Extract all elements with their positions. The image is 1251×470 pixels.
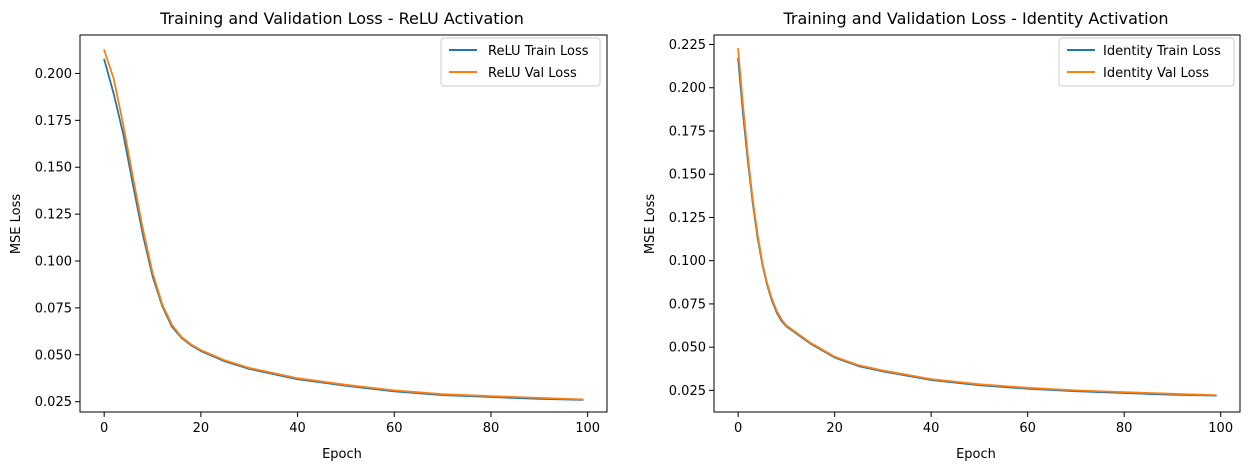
y-tick-label: 0.025 xyxy=(669,384,706,399)
y-tick-label: 0.200 xyxy=(35,67,72,82)
x-tick-label: 80 xyxy=(483,421,500,436)
y-tick-label: 0.225 xyxy=(669,38,706,53)
x-tick-label: 0 xyxy=(100,421,108,436)
y-tick-label: 0.075 xyxy=(35,301,72,316)
x-tick-label: 60 xyxy=(1019,421,1036,436)
x-tick-label: 100 xyxy=(1208,421,1233,436)
legend: ReLU Train Loss ReLU Val Loss xyxy=(440,37,601,87)
chart-title: Training and Validation Loss - Identity … xyxy=(782,9,1168,28)
x-axis-label: Epoch xyxy=(322,447,362,462)
legend-label-train: Identity Train Loss xyxy=(1103,44,1221,59)
plot-frame xyxy=(79,34,608,413)
legend-label-train: ReLU Train Loss xyxy=(488,44,589,59)
y-tick-label: 0.025 xyxy=(35,395,72,410)
x-tick-label: 20 xyxy=(193,421,210,436)
y-axis-label: MSE Loss xyxy=(643,194,658,255)
x-tick-label: 60 xyxy=(386,421,403,436)
y-tick-label: 0.150 xyxy=(669,168,706,183)
chart-title: Training and Validation Loss - ReLU Acti… xyxy=(159,9,524,28)
y-tick-label: 0.075 xyxy=(669,297,706,312)
x-axis-label: Epoch xyxy=(956,447,996,462)
legend-label-val: Identity Val Loss xyxy=(1103,66,1209,81)
y-tick-label: 0.125 xyxy=(669,211,706,226)
series-line-val xyxy=(737,47,1217,397)
x-tick-label: 100 xyxy=(575,421,600,436)
y-tick-label: 0.175 xyxy=(35,114,72,129)
legend-box xyxy=(1058,37,1235,87)
y-tick-label: 0.125 xyxy=(35,208,72,223)
y-tick-label: 0.050 xyxy=(35,348,72,363)
y-tick-label: 0.175 xyxy=(669,124,706,139)
plot-frame xyxy=(713,34,1241,413)
x-tick-label: 20 xyxy=(826,421,843,436)
y-tick-label: 0.200 xyxy=(669,81,706,96)
y-tick-label: 0.150 xyxy=(35,161,72,176)
y-axis-label: MSE Loss xyxy=(9,194,24,255)
legend-box xyxy=(440,37,601,87)
y-tick-label: 0.050 xyxy=(669,341,706,356)
legend: Identity Train Loss Identity Val Loss xyxy=(1058,37,1235,87)
identity-loss-chart: Training and Validation Loss - Identity … xyxy=(643,9,1241,462)
y-tick-label: 0.100 xyxy=(35,255,72,270)
legend-label-val: ReLU Val Loss xyxy=(488,66,577,81)
series-line-val xyxy=(103,49,584,401)
x-tick-label: 40 xyxy=(289,421,306,436)
x-tick-label: 80 xyxy=(1116,421,1133,436)
x-tick-label: 0 xyxy=(734,421,742,436)
y-tick-label: 0.100 xyxy=(669,254,706,269)
relu-loss-chart: Training and Validation Loss - ReLU Acti… xyxy=(9,9,608,462)
x-tick-label: 40 xyxy=(923,421,940,436)
